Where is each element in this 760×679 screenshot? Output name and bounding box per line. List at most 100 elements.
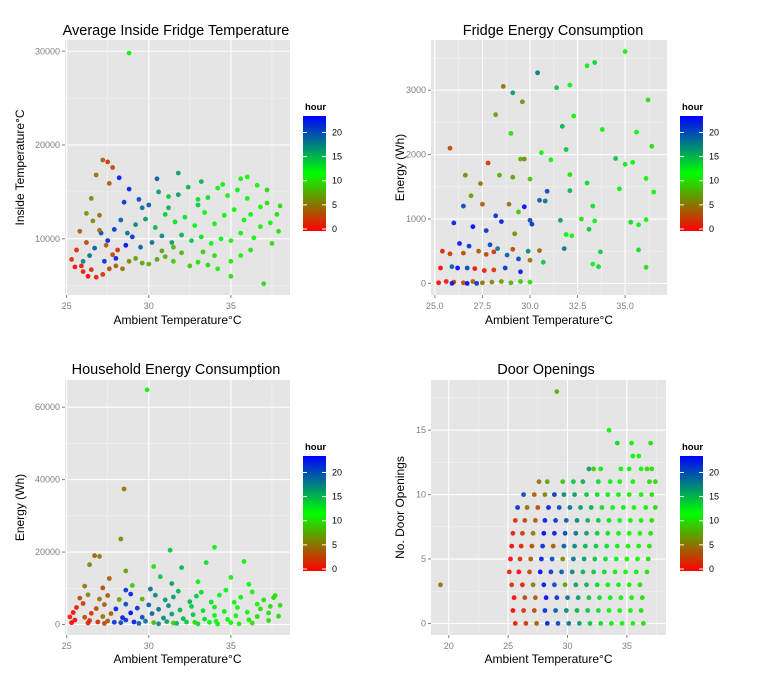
data-point — [639, 595, 645, 601]
data-point — [82, 614, 88, 620]
data-point — [472, 266, 478, 271]
data-point — [251, 235, 257, 241]
data-point — [607, 479, 613, 485]
data-point — [79, 263, 84, 269]
legend-gradient-bar — [680, 116, 703, 231]
data-point — [552, 530, 557, 536]
data-point — [527, 257, 533, 263]
y-tick-label: 0 — [421, 278, 426, 288]
data-point — [638, 608, 644, 613]
data-point — [244, 174, 250, 180]
data-point — [609, 621, 614, 626]
data-point — [643, 176, 649, 181]
data-point — [97, 554, 102, 559]
data-point — [272, 593, 278, 598]
data-point — [592, 60, 598, 65]
data-point — [523, 621, 529, 626]
data-point — [246, 617, 252, 623]
data-point — [123, 568, 129, 574]
data-point — [136, 197, 142, 202]
data-point — [451, 220, 457, 226]
data-point — [643, 264, 649, 270]
data-point — [506, 569, 512, 575]
data-point — [205, 195, 211, 200]
data-point — [276, 613, 281, 619]
data-point — [244, 609, 250, 615]
data-point — [537, 248, 542, 254]
data-point — [100, 614, 106, 619]
data-point — [584, 530, 589, 536]
chart-title: Door Openings — [497, 362, 595, 378]
data-point — [635, 556, 640, 562]
data-point — [233, 613, 239, 619]
data-point — [595, 518, 601, 523]
data-point — [588, 505, 594, 510]
legend-tick-label: 5 — [332, 540, 337, 550]
x-tick-label: 27.5 — [474, 301, 492, 311]
data-point — [521, 156, 527, 162]
data-point — [555, 621, 561, 626]
data-point — [125, 230, 130, 236]
data-point — [580, 479, 586, 485]
data-point — [277, 602, 283, 608]
legend-tick-label: 5 — [709, 200, 714, 210]
data-point — [563, 518, 569, 523]
legend-gradient-bar — [303, 116, 326, 231]
data-point — [559, 123, 565, 129]
data-point — [159, 248, 165, 254]
data-point — [175, 170, 181, 176]
data-point — [561, 492, 567, 497]
data-point — [108, 611, 114, 616]
data-point — [531, 492, 537, 497]
data-point — [629, 440, 634, 446]
data-point — [511, 595, 517, 601]
data-point — [554, 389, 560, 394]
data-point — [205, 262, 211, 268]
data-point — [169, 581, 175, 586]
data-point — [261, 281, 267, 287]
data-point — [604, 543, 610, 549]
data-point — [154, 176, 160, 182]
x-tick-label: 30 — [144, 301, 154, 311]
data-point — [267, 220, 273, 226]
data-point — [249, 620, 255, 626]
data-point — [198, 179, 204, 185]
data-point — [223, 587, 229, 593]
data-point — [530, 582, 536, 588]
data-point — [625, 543, 631, 549]
data-point — [620, 505, 626, 510]
data-point — [636, 453, 642, 459]
data-point — [499, 219, 504, 225]
data-point — [184, 619, 189, 625]
data-point — [582, 543, 588, 549]
data-point — [139, 596, 145, 602]
data-point — [535, 70, 540, 76]
data-point — [447, 251, 453, 257]
chart-title: Household Energy Consumption — [72, 362, 281, 378]
data-point — [97, 227, 102, 233]
x-tick-label: 25 — [62, 301, 72, 311]
data-point — [579, 216, 584, 222]
legend-gradient-bar — [303, 456, 326, 571]
data-point — [563, 147, 569, 152]
data-point — [636, 247, 641, 253]
plot-background — [65, 380, 290, 635]
data-point — [489, 279, 495, 285]
data-point — [565, 595, 570, 601]
data-point — [77, 595, 83, 601]
data-point — [518, 269, 523, 275]
y-axis-label: Inside Temperature°C — [13, 109, 27, 225]
data-point — [595, 608, 601, 613]
data-point — [103, 242, 109, 248]
data-point — [244, 196, 250, 201]
legend-tick-label: 10 — [332, 516, 342, 526]
data-point — [556, 505, 562, 510]
data-point — [553, 608, 558, 613]
data-point — [630, 479, 636, 485]
y-tick-label: 30000 — [35, 46, 60, 56]
data-point — [567, 505, 573, 510]
y-tick-label: 2000 — [406, 150, 426, 160]
data-point — [461, 203, 466, 209]
data-point — [438, 582, 443, 588]
data-point — [572, 492, 577, 497]
